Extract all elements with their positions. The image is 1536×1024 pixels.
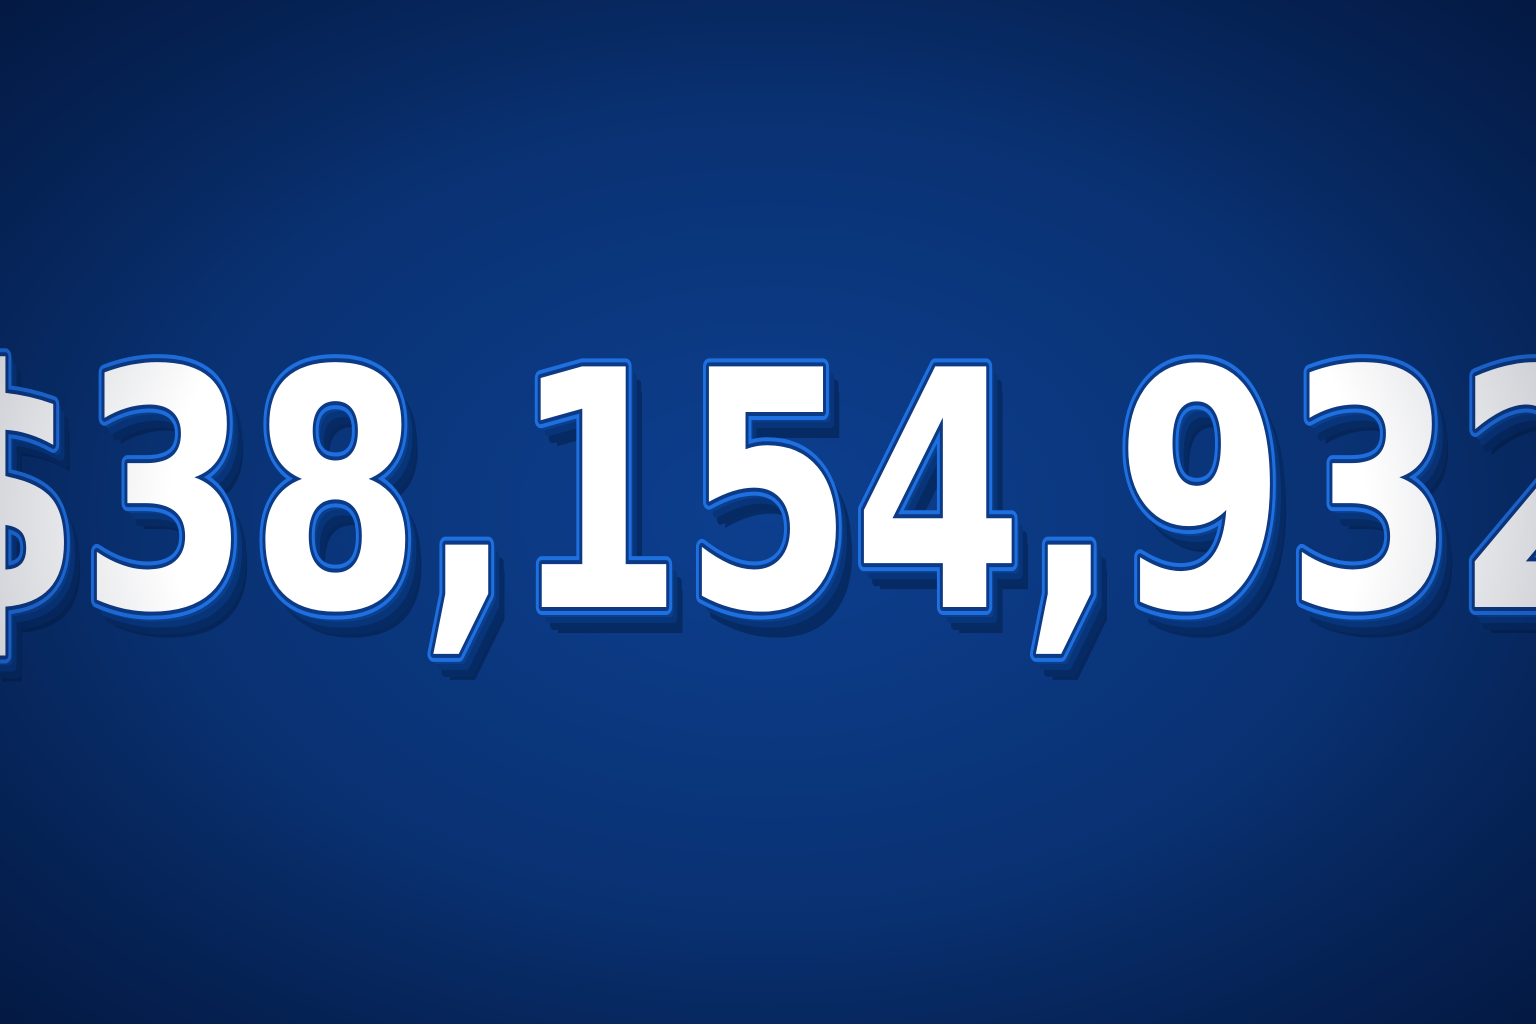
- amount-inner-outline: $38,154,932: [0, 302, 1536, 685]
- amount-extrusion-near: $38,154,932: [0, 307, 1536, 690]
- amount-extrusion-far: $38,154,932: [0, 320, 1536, 703]
- amount-value: $38,154,932: [0, 302, 1536, 685]
- amount-outline: $38,154,932: [0, 302, 1536, 685]
- amount-shadow: $38,154,932: [0, 328, 1536, 711]
- amount-extrusion-mid: $38,154,932: [0, 313, 1536, 696]
